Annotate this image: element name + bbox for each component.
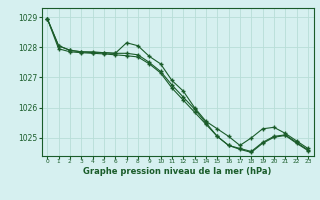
X-axis label: Graphe pression niveau de la mer (hPa): Graphe pression niveau de la mer (hPa) (84, 167, 272, 176)
